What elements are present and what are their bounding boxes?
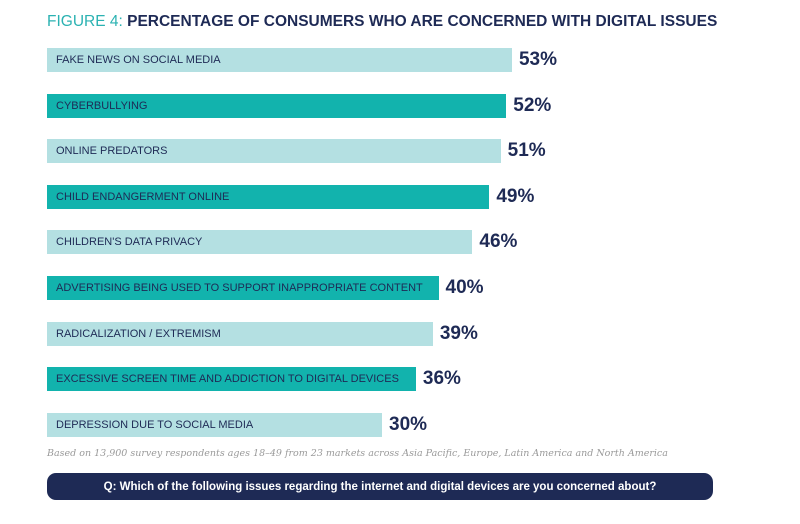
bar: CYBERBULLYING [47, 93, 507, 118]
title-text: PERCENTAGE OF CONSUMERS WHO ARE CONCERNE… [127, 13, 718, 30]
bar: ONLINE PREDATORS [47, 139, 501, 164]
value-label: 39% [439, 322, 478, 344]
bar: CHILDREN'S DATA PRIVACY [47, 230, 473, 255]
value-label: 40% [445, 277, 484, 298]
value-label: 51% [507, 140, 546, 162]
category-label: EXCESSIVE SCREEN TIME AND ADDICTION TO D… [56, 373, 399, 386]
bar: DEPRESSION DUE TO SOCIAL MEDIA [47, 412, 382, 437]
category-label: ONLINE PREDATORS [56, 145, 168, 158]
category-label: CHILD ENDANGERMENT ONLINE [56, 190, 230, 203]
figure-label: FIGURE 4: [47, 13, 123, 30]
category-label: FAKE NEWS ON SOCIAL MEDIA [56, 54, 221, 66]
category-label: DEPRESSION DUE TO SOCIAL MEDIA [56, 418, 254, 431]
value-label: 52% [513, 94, 552, 116]
category-label: RADICALIZATION / EXTREMISM [56, 327, 221, 340]
bar: ADVERTISING BEING USED TO SUPPORT INAPPR… [47, 276, 439, 300]
category-label: CYBERBULLYING [56, 99, 148, 112]
category-label: CHILDREN'S DATA PRIVACY [56, 236, 203, 249]
question-banner: Q: Which of the following issues regardi… [47, 473, 713, 500]
bar: CHILD ENDANGERMENT ONLINE [47, 184, 490, 209]
value-label: 46% [479, 231, 518, 253]
value-label: 30% [389, 413, 428, 435]
category-label: ADVERTISING BEING USED TO SUPPORT INAPPR… [56, 282, 423, 294]
value-label: 49% [496, 185, 535, 207]
bar: FAKE NEWS ON SOCIAL MEDIA [47, 48, 512, 72]
value-label: 36% [422, 368, 461, 390]
footnote: Based on 13,900 survey respondents ages … [47, 448, 668, 459]
bar: EXCESSIVE SCREEN TIME AND ADDICTION TO D… [47, 367, 416, 392]
value-label: 53% [518, 49, 557, 70]
bar: RADICALIZATION / EXTREMISM [47, 321, 433, 346]
bar-chart: FAKE NEWS ON SOCIAL MEDIA 53% CYBERBULLYIN… [47, 48, 557, 437]
chart-title: FIGURE 4: PERCENTAGE OF CONSUMERS WHO AR… [47, 13, 717, 31]
